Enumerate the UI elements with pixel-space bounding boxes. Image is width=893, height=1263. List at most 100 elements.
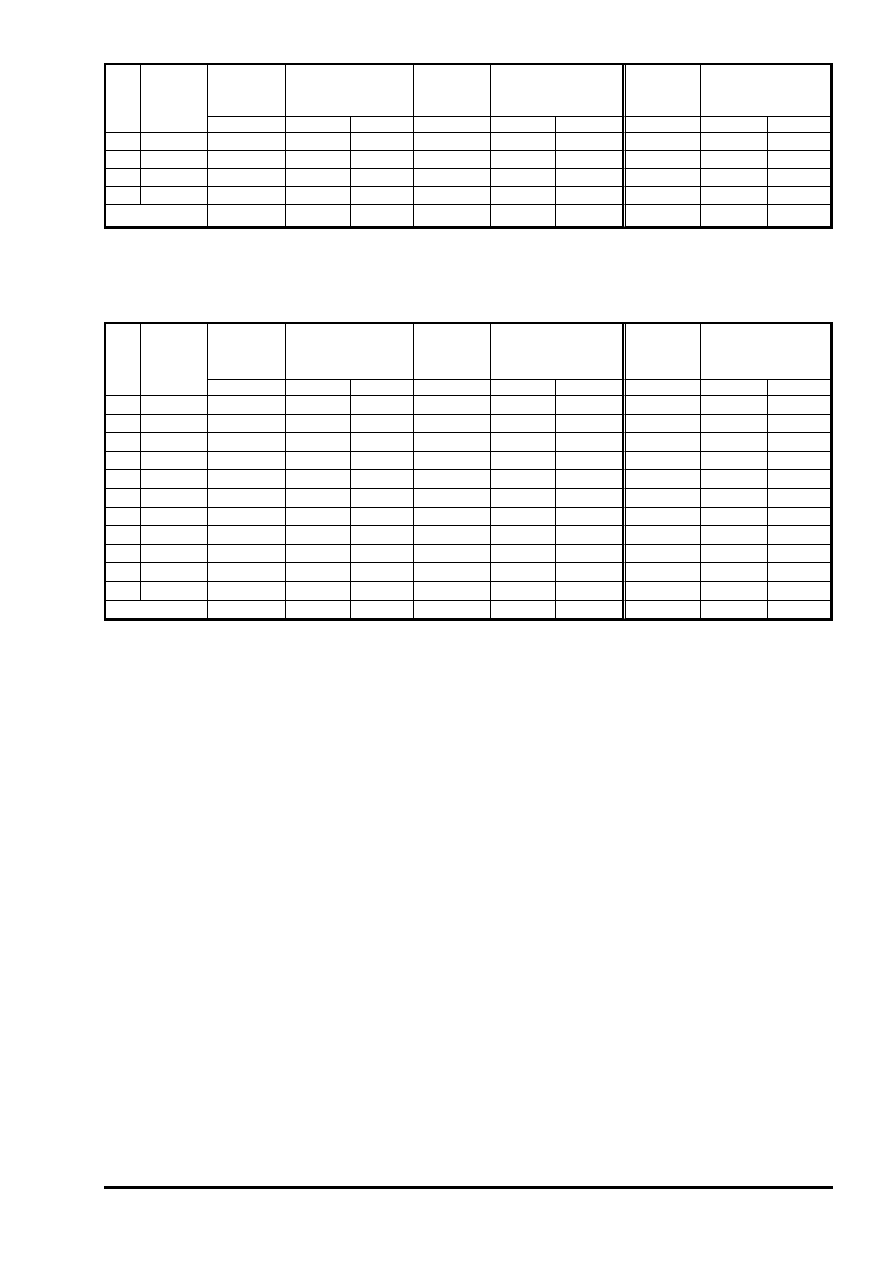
body-cell: [623, 488, 701, 508]
body-cell-shaded: [351, 433, 414, 452]
body-cell-shaded: [701, 187, 768, 205]
body-cell: [414, 169, 491, 187]
body-cell-shaded: [768, 169, 831, 187]
body-cell: [623, 581, 701, 601]
body-cell: [106, 544, 141, 564]
body-cell-shaded: [351, 526, 414, 545]
body-cell: [414, 526, 491, 545]
footer-cell: [623, 205, 701, 227]
body-cell-shaded: [701, 433, 768, 452]
body-cell-shaded: [351, 187, 414, 205]
header-cell: [208, 324, 286, 380]
body-cell-shaded: [491, 526, 556, 545]
footer-cell: [491, 600, 556, 619]
header-row-top: [106, 65, 831, 133]
body-cell: [623, 433, 701, 452]
body-cell-shaded: [286, 526, 351, 545]
subheader-cell: [208, 380, 286, 396]
subheader-cell: [701, 117, 768, 133]
header-row-sub: [106, 380, 831, 396]
body-cell: [141, 414, 208, 434]
body-cell-shaded: [768, 133, 831, 151]
body-cell: [623, 133, 701, 151]
body-cell-shaded: [701, 488, 768, 508]
body-cell: [623, 187, 701, 205]
body-cell-shaded: [556, 563, 623, 582]
table-row: [106, 169, 831, 187]
body-cell: [623, 507, 701, 527]
body-cell-shaded: [768, 507, 831, 527]
footer-cell: [768, 205, 831, 227]
body-cell: [141, 433, 208, 452]
body-cell-shaded: [286, 433, 351, 452]
body-cell-shaded: [556, 488, 623, 508]
table-row: [106, 488, 831, 508]
table-row: [106, 526, 831, 545]
footer-cell: [351, 205, 414, 227]
body-cell-shaded: [351, 470, 414, 489]
body-cell-shaded: [351, 396, 414, 415]
footer-row: [106, 600, 831, 619]
body-cell-shaded: [491, 169, 556, 187]
body-cell-shaded: [556, 526, 623, 545]
body-cell-shaded: [351, 151, 414, 169]
body-cell: [106, 470, 141, 489]
body-cell: [414, 414, 491, 434]
body-cell-shaded: [491, 470, 556, 489]
footer-row: [106, 205, 831, 227]
body-cell: [623, 414, 701, 434]
body-cell-shaded: [491, 507, 556, 527]
body-cell: [623, 544, 701, 564]
body-cell-shaded: [286, 187, 351, 205]
body-cell-shaded: [351, 169, 414, 187]
subheader-cell: [623, 117, 701, 133]
subheader-cell: [768, 117, 831, 133]
body-cell-shaded: [701, 133, 768, 151]
body-cell: [141, 507, 208, 527]
body-cell-shaded: [556, 433, 623, 452]
body-cell: [208, 187, 286, 205]
body-cell-shaded: [556, 507, 623, 527]
body-cell-shaded: [701, 526, 768, 545]
body-cell-shaded: [556, 187, 623, 205]
table-row: [106, 507, 831, 527]
body-cell-shaded: [286, 151, 351, 169]
subheader-cell: [414, 117, 491, 133]
subheader-cell: [556, 380, 623, 396]
header-cell: [701, 324, 831, 380]
body-cell: [414, 451, 491, 471]
footer-cell: [491, 205, 556, 227]
body-cell-shaded: [286, 581, 351, 601]
footer-cell: [351, 600, 414, 619]
body-cell: [141, 396, 208, 415]
body-cell-shaded: [286, 414, 351, 434]
body-cell-shaded: [768, 563, 831, 582]
body-cell-shaded: [701, 169, 768, 187]
body-cell: [623, 151, 701, 169]
body-cell-shaded: [491, 133, 556, 151]
body-cell-shaded: [701, 544, 768, 564]
body-cell: [141, 151, 208, 169]
body-cell: [208, 169, 286, 187]
body-cell: [208, 451, 286, 471]
body-cell: [141, 470, 208, 489]
footer-cell: [208, 205, 286, 227]
body-cell: [414, 187, 491, 205]
subheader-cell: [556, 117, 623, 133]
table-row: [106, 581, 831, 601]
body-cell-shaded: [351, 507, 414, 527]
body-cell: [141, 488, 208, 508]
body-cell: [208, 488, 286, 508]
body-cell-shaded: [701, 396, 768, 415]
body-cell-shaded: [491, 187, 556, 205]
body-cell-shaded: [556, 544, 623, 564]
body-cell: [414, 581, 491, 601]
body-cell-shaded: [768, 433, 831, 452]
body-cell-shaded: [556, 581, 623, 601]
body-cell: [414, 133, 491, 151]
table-row: [106, 470, 831, 489]
footer-cell: [286, 205, 351, 227]
body-cell: [106, 414, 141, 434]
body-cell-shaded: [768, 151, 831, 169]
